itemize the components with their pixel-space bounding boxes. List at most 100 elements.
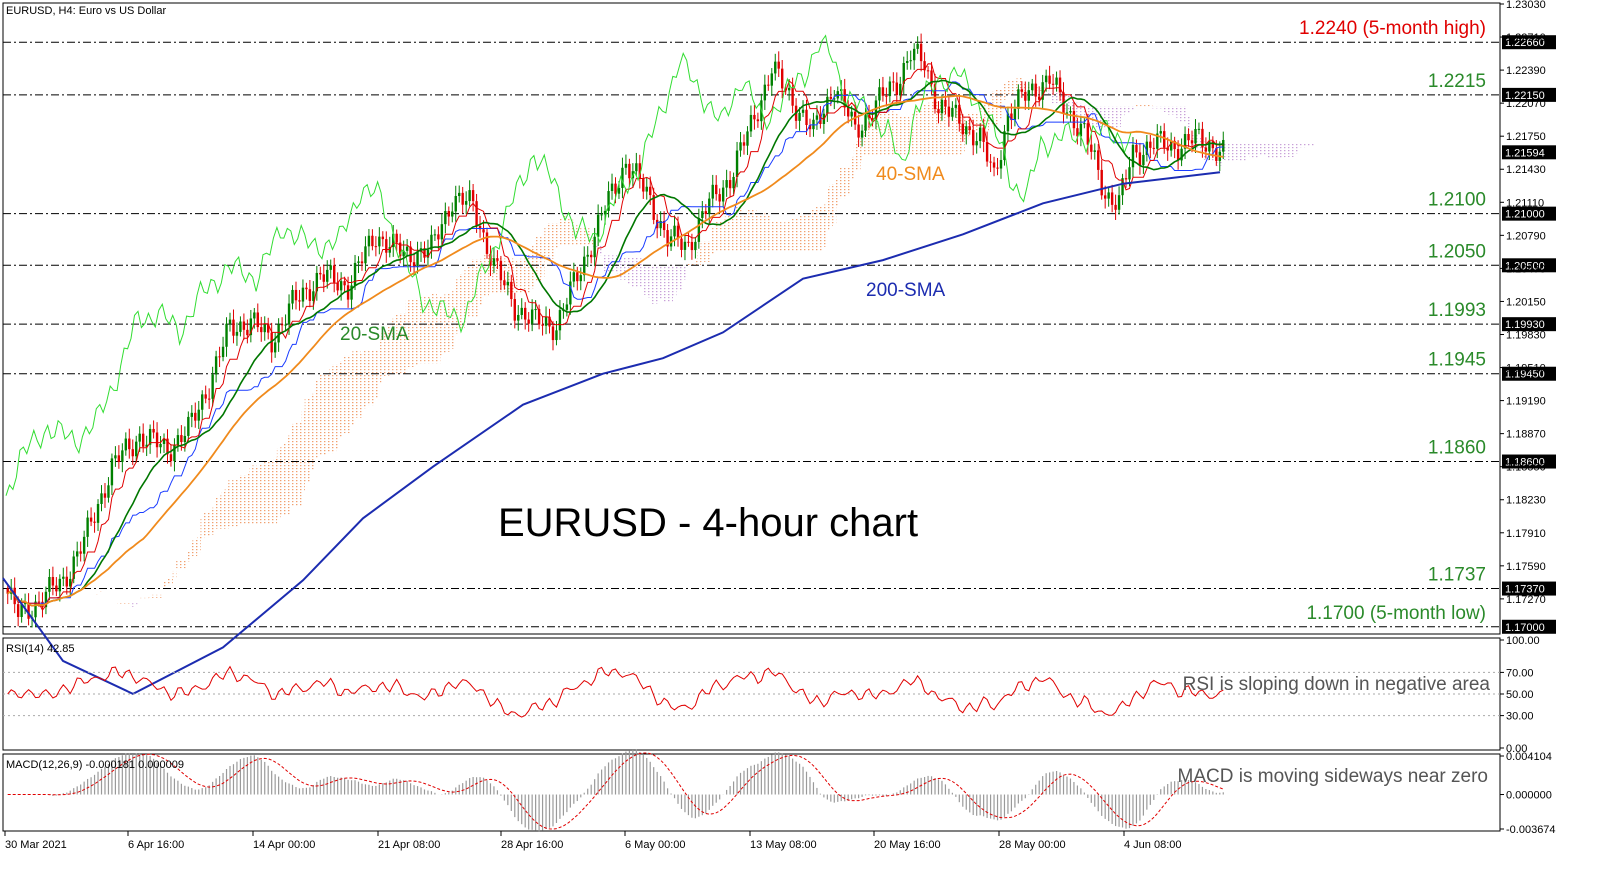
cloud-slice — [1308, 142, 1313, 146]
candle-body — [815, 115, 819, 120]
candle-body — [697, 217, 701, 242]
candle-body — [353, 262, 357, 286]
candle-body — [128, 438, 131, 450]
rsi-tick-label: 50.00 — [1506, 689, 1534, 701]
candle-body — [6, 588, 9, 594]
candle-body — [1069, 111, 1072, 113]
cloud-slice — [433, 293, 437, 364]
candle-body — [405, 246, 409, 251]
cloud-slice — [1138, 105, 1142, 107]
candle-body — [746, 131, 749, 146]
candle-body — [1024, 91, 1027, 101]
cloud-slice — [773, 221, 778, 252]
candle-body — [871, 118, 874, 121]
cloud-slice — [1273, 142, 1278, 159]
candle-body — [607, 191, 610, 211]
candle-body — [676, 225, 680, 239]
cloud-slice — [266, 460, 271, 524]
cloud-slice — [825, 188, 830, 231]
candle-body — [1208, 141, 1211, 152]
candle-body — [280, 324, 284, 326]
price-tick-label: 1.20150 — [1506, 296, 1546, 308]
cloud-slice — [1152, 106, 1156, 109]
cloud-slice — [273, 457, 278, 524]
candle-body — [690, 241, 694, 251]
cloud-slice — [940, 99, 944, 156]
candle-body — [1128, 167, 1131, 180]
rsi-tick-label: 0.00 — [1506, 743, 1527, 755]
candle-body — [753, 114, 756, 120]
cloud-slice — [485, 255, 489, 296]
cloud-slice — [936, 100, 941, 156]
cloud-slice — [224, 488, 229, 529]
cloud-slice — [860, 135, 865, 162]
candle-body — [1031, 83, 1034, 91]
candle-body — [86, 517, 89, 537]
cloud-slice — [429, 293, 434, 364]
cloud-slice — [658, 265, 663, 299]
candle-body — [579, 275, 582, 282]
cloud-slice — [627, 257, 632, 285]
cloud-slice — [1068, 94, 1073, 110]
cloud-slice — [929, 100, 934, 156]
candle-body — [378, 236, 381, 247]
candle-body — [787, 87, 791, 91]
cloud-slice — [249, 467, 253, 524]
cloud-slice — [200, 518, 205, 539]
cloud-slice — [669, 265, 674, 303]
cloud-slice — [1002, 82, 1007, 100]
candle-body — [350, 285, 353, 300]
price-tick-label: 1.21430 — [1506, 164, 1546, 176]
cloud-slice — [228, 480, 232, 527]
price-tick-label: 1.22070 — [1506, 98, 1546, 110]
cloud-slice — [481, 255, 486, 296]
candle-body — [968, 126, 971, 131]
time-tick-label: 14 Apr 00:00 — [253, 839, 315, 851]
candle-body — [742, 142, 746, 146]
candle-body — [1010, 113, 1013, 121]
candle-body — [1086, 123, 1090, 145]
cloud-slice — [137, 597, 142, 599]
candle-body — [270, 332, 273, 353]
cloud-slice — [120, 603, 125, 604]
candle-body — [544, 316, 548, 326]
cloud-slice — [197, 535, 201, 553]
cloud-slice — [922, 104, 927, 156]
candle-body — [360, 261, 364, 264]
cloud-slice — [1075, 102, 1080, 123]
candle-body — [135, 441, 138, 457]
cloud-slice — [467, 264, 472, 318]
candle-body — [364, 246, 367, 264]
candle-body — [253, 312, 256, 319]
cloud-slice — [408, 299, 413, 367]
cloud-slice — [151, 594, 156, 598]
candle-body — [395, 233, 398, 243]
candle-body — [1156, 133, 1159, 149]
cloud-slice — [193, 539, 198, 557]
candle-body — [1121, 178, 1124, 196]
candle-body — [944, 99, 947, 107]
cloud-slice — [1197, 137, 1201, 150]
cloud-slice — [214, 497, 219, 529]
candle-body — [860, 130, 864, 138]
level-tag: 1.22660 — [1505, 37, 1545, 49]
price-axis: 1.23030 1.22710 1.22390 1.22070 1.21750 1.214… — [1500, 0, 1546, 606]
cloud-slice — [1277, 142, 1281, 159]
cloud-slice — [544, 227, 548, 261]
cloud-slice — [662, 265, 667, 302]
cloud-slice — [523, 258, 528, 294]
candle-body — [645, 186, 648, 192]
cloud-slice — [190, 540, 194, 557]
candle-body — [614, 183, 617, 194]
cloud-slice — [238, 475, 243, 524]
candle-body — [346, 285, 350, 300]
candle-body — [878, 87, 881, 101]
cloud-slice — [1079, 103, 1083, 124]
candle-body — [735, 150, 739, 177]
cloud-slice — [554, 223, 559, 249]
candle-body — [989, 161, 992, 163]
candle-body — [284, 324, 287, 326]
candle-body — [103, 493, 107, 498]
candle-body — [701, 211, 704, 218]
cloud-slice — [141, 597, 146, 599]
